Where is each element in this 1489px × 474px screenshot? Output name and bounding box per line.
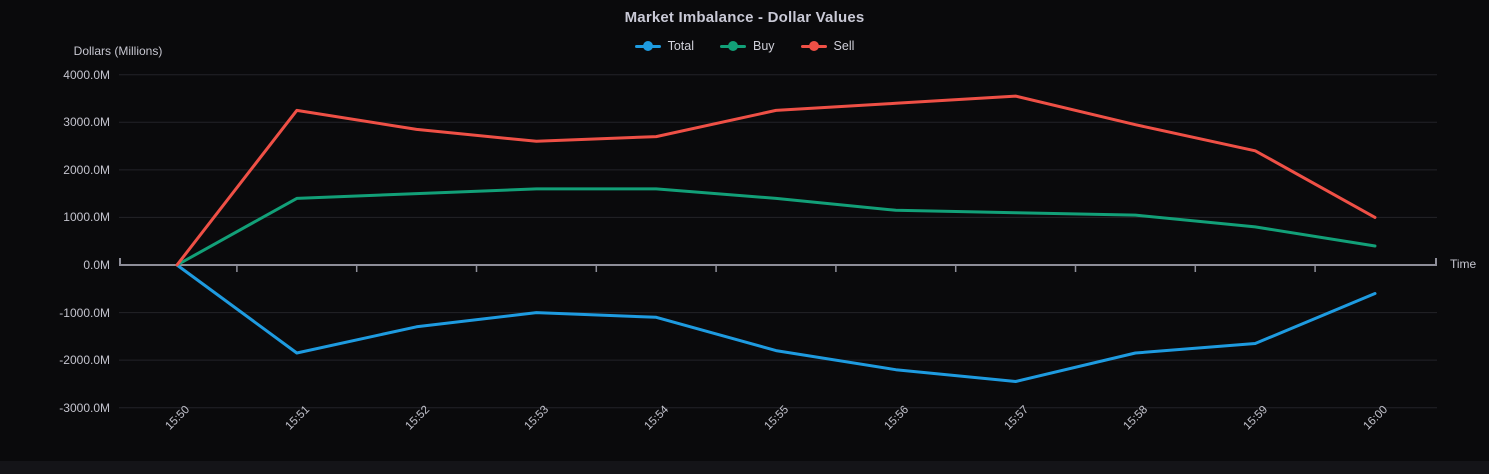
y-tick-label: 1000.0M — [63, 210, 110, 225]
y-tick-label: 3000.0M — [63, 115, 110, 130]
legend-dot-icon — [642, 41, 653, 51]
footer-bar — [0, 461, 1489, 474]
x-axis-title: Time — [1450, 257, 1477, 271]
legend-item-sell[interactable]: Sell — [800, 39, 855, 53]
legend-dot-icon — [728, 41, 738, 51]
series-line-total — [175, 263, 1377, 383]
series-line-buy — [175, 187, 1377, 267]
y-tick-label: 4000.0M — [63, 67, 110, 82]
y-tick-label: -1000.0M — [59, 305, 110, 320]
legend-marker-icon — [634, 41, 661, 51]
legend-item-total[interactable]: Total — [634, 39, 694, 53]
legend-label: Sell — [833, 39, 855, 53]
y-tick-label: 2000.0M — [63, 162, 110, 177]
series-line-sell — [175, 94, 1377, 267]
y-tick-label: -2000.0M — [59, 353, 110, 368]
legend-marker-icon — [720, 41, 746, 51]
y-axis-title: Dollars (Millions) — [73, 44, 163, 58]
legend-item-buy[interactable]: Buy — [720, 39, 775, 53]
legend-label: Buy — [753, 39, 775, 53]
legend-label: Total — [667, 39, 694, 53]
chart-title: Market Imbalance - Dollar Values — [624, 9, 865, 26]
y-tick-label: 0.0M — [83, 258, 110, 272]
legend-marker-icon — [800, 41, 827, 51]
legend-dot-icon — [808, 41, 819, 51]
legend: Total Buy Sell — [0, 39, 1489, 53]
y-tick-label: -3000.0M — [59, 400, 110, 415]
